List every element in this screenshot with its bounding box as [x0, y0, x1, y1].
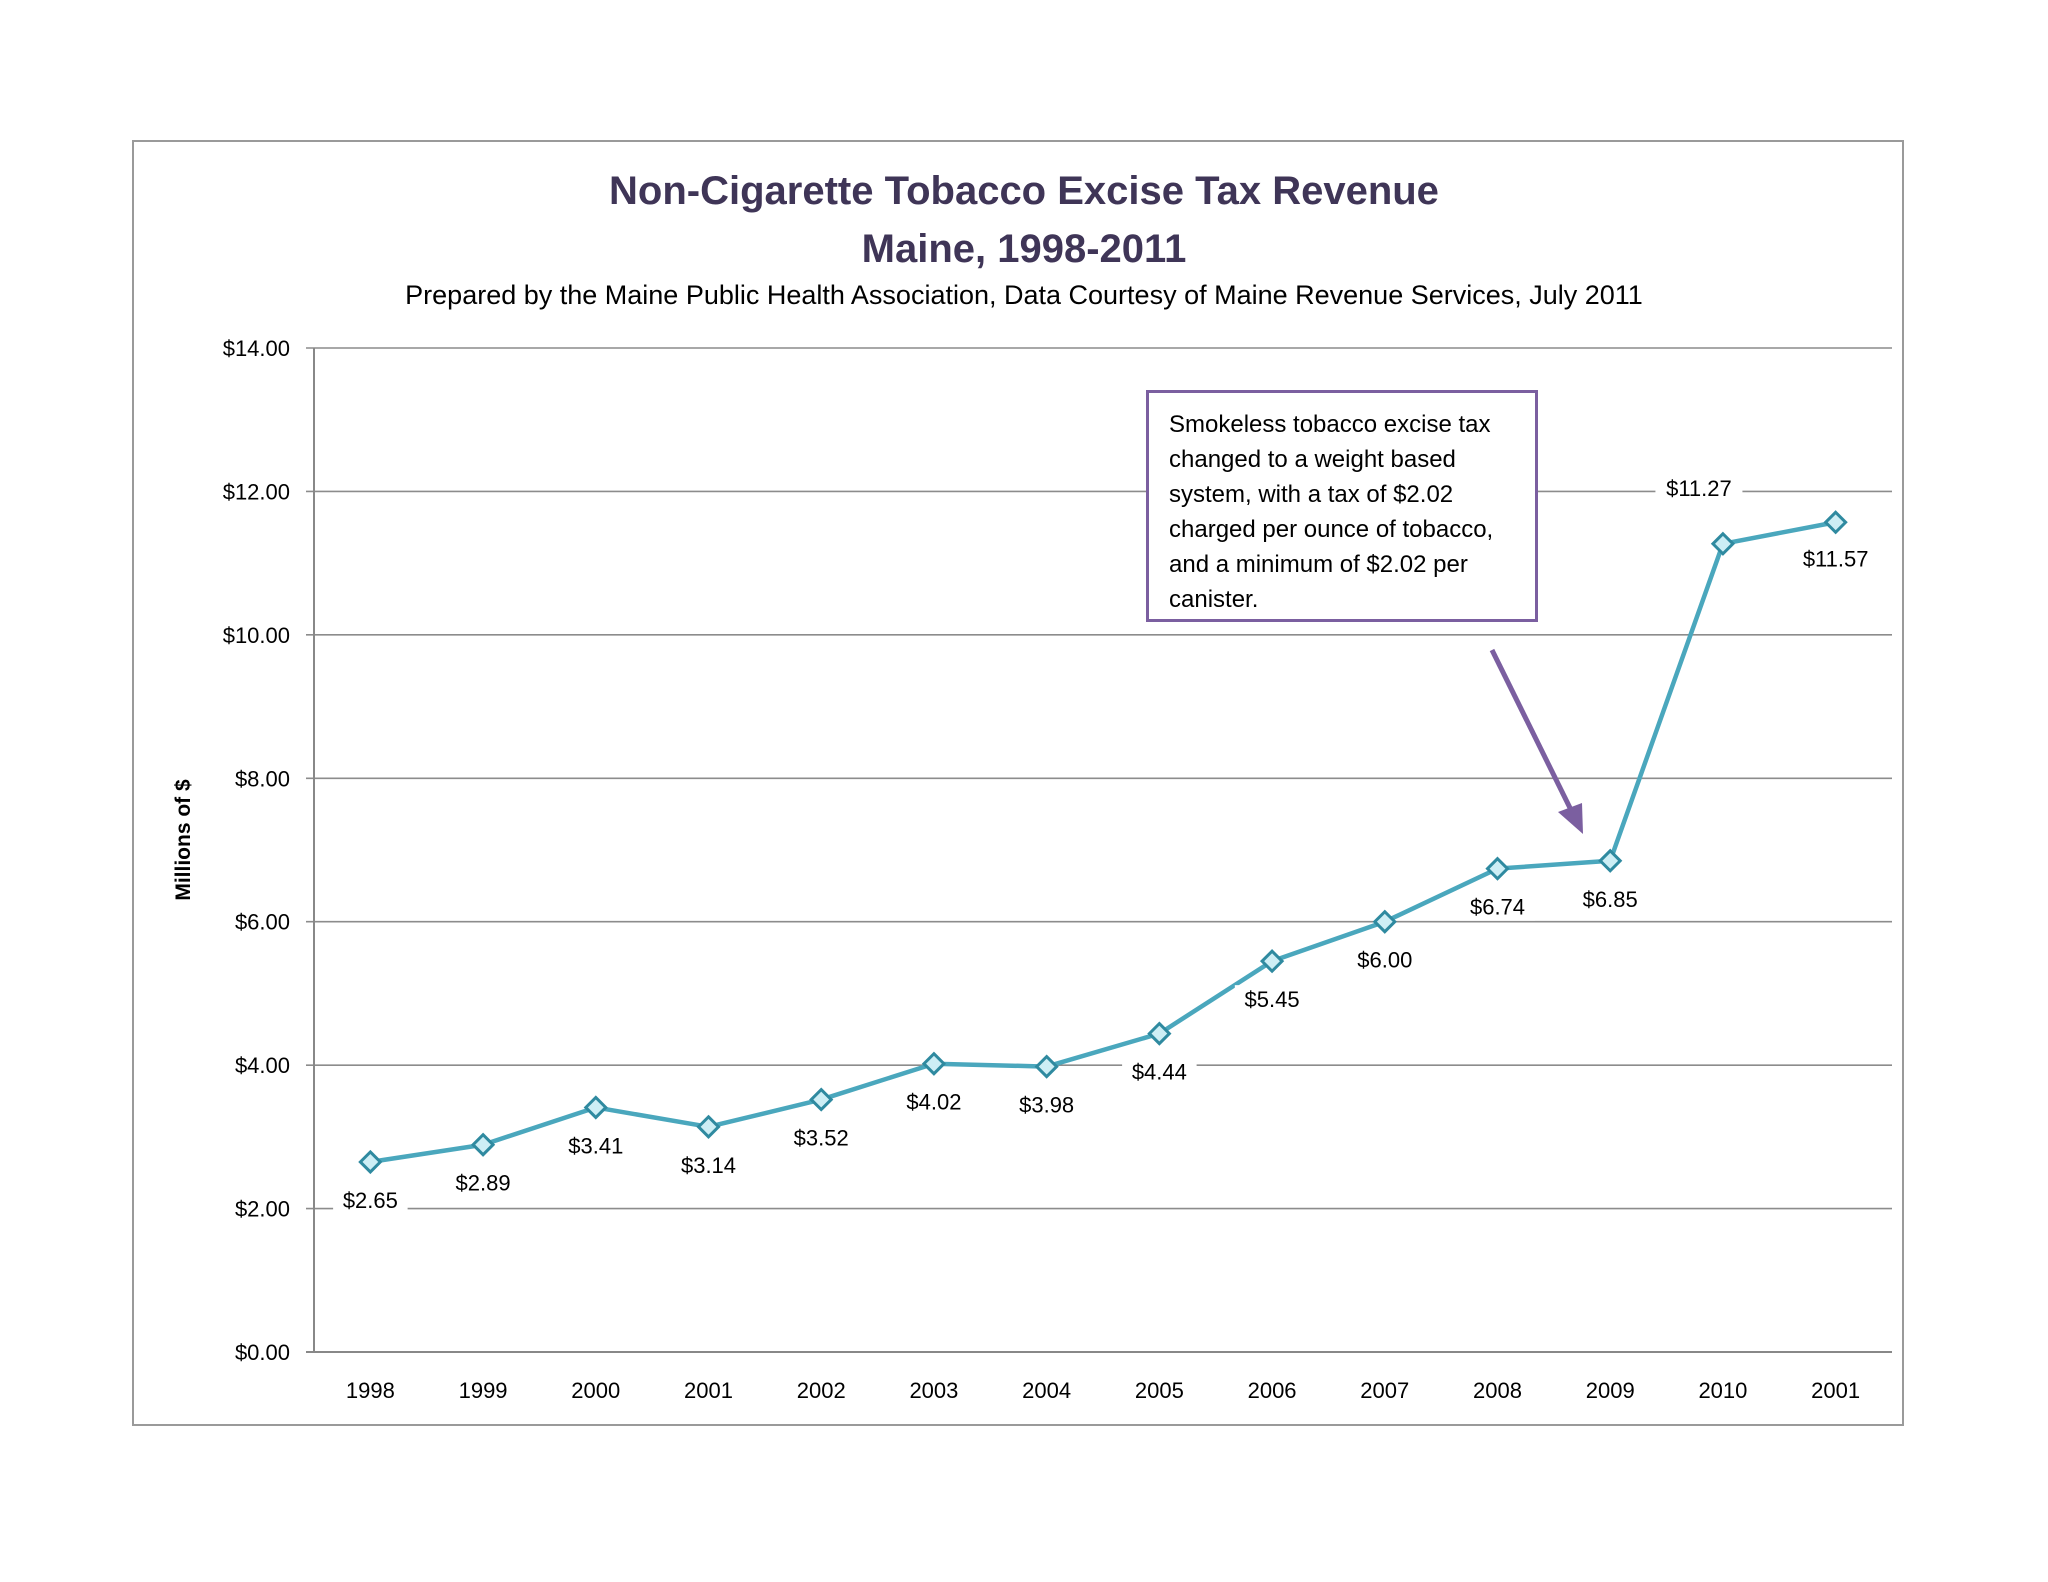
x-tick-label: 2004 — [1022, 1378, 1071, 1403]
data-label: $3.14 — [681, 1153, 736, 1178]
x-tick-label: 1999 — [459, 1378, 508, 1403]
series-line — [370, 520, 1837, 1165]
data-label: $11.57 — [1803, 546, 1869, 571]
x-tick-label: 2008 — [1473, 1378, 1522, 1403]
data-label: $4.44 — [1132, 1060, 1187, 1085]
data-label: $4.02 — [906, 1090, 961, 1115]
data-label-bg — [1792, 544, 1880, 573]
data-label-bg — [1655, 473, 1743, 502]
y-tick-label: $12.00 — [223, 479, 290, 504]
data-label: $11.27 — [1666, 476, 1732, 501]
data-label-bg — [1347, 945, 1423, 974]
data-label-bg — [558, 1131, 634, 1160]
data-point-marker — [1372, 909, 1397, 934]
data-label: $6.85 — [1583, 887, 1638, 912]
annotation-text: Smokeless tobacco excise tax changed to … — [1169, 411, 1494, 613]
data-label: $3.98 — [1019, 1093, 1074, 1118]
data-point-marker — [1710, 531, 1736, 556]
data-point-marker — [1598, 848, 1623, 873]
data-label: $6.00 — [1357, 948, 1412, 973]
data-label: $2.89 — [456, 1171, 511, 1196]
data-label-bg — [783, 1123, 859, 1152]
x-tick-label: 2009 — [1586, 1378, 1635, 1403]
x-tick-label: 2010 — [1698, 1378, 1747, 1403]
annotation-arrow — [1489, 648, 1576, 816]
y-tick-label: $0.00 — [235, 1340, 290, 1365]
x-tick-label: 2000 — [571, 1378, 620, 1403]
data-label-bg — [1572, 884, 1648, 913]
data-label-bg — [333, 1185, 408, 1214]
x-tick-label: 2003 — [909, 1378, 958, 1403]
y-axis-label: Millions of $ — [172, 779, 195, 901]
data-point-marker — [358, 1149, 383, 1175]
annotation-box: Smokeless tobacco excise tax changed to … — [1146, 390, 1538, 622]
chart-title-line2: Maine, 1998-2011 — [862, 227, 1187, 271]
data-point-marker — [1034, 1054, 1059, 1079]
data-label: $3.41 — [568, 1133, 623, 1158]
data-point-marker — [809, 1087, 834, 1112]
data-point-marker — [696, 1114, 721, 1139]
y-tick-label: $10.00 — [223, 623, 290, 648]
y-tick-label: $6.00 — [235, 910, 290, 935]
x-tick-label: 2001 — [1811, 1378, 1860, 1403]
data-label-bg — [671, 1150, 746, 1179]
data-label-bg — [896, 1087, 972, 1116]
chart-frame — [132, 140, 1904, 1426]
data-point-marker — [1485, 856, 1510, 881]
x-tick-label: 2005 — [1135, 1378, 1184, 1403]
x-tick-label: 2006 — [1248, 1378, 1297, 1403]
y-tick-label: $4.00 — [235, 1053, 290, 1078]
data-point-marker — [1259, 949, 1285, 974]
data-point-marker — [583, 1095, 608, 1120]
x-tick-label: 2001 — [684, 1378, 733, 1403]
data-point-marker — [921, 1051, 947, 1076]
data-point-marker — [1147, 1021, 1172, 1046]
data-label-bg — [1122, 1057, 1197, 1086]
data-point-marker — [1823, 510, 1848, 535]
x-tick-label: 2007 — [1360, 1378, 1409, 1403]
y-tick-label: $2.00 — [235, 1197, 290, 1222]
data-point-marker — [470, 1132, 496, 1157]
x-tick-label: 2002 — [797, 1378, 846, 1403]
chart-subtitle: Prepared by the Maine Public Health Asso… — [405, 280, 1643, 310]
data-label: $2.65 — [343, 1188, 398, 1213]
chart-title: Non-Cigarette Tobacco Excise Tax Revenue — [609, 169, 1439, 213]
x-tick-label: 1998 — [346, 1378, 395, 1403]
data-label: $3.52 — [794, 1126, 849, 1151]
data-label-bg — [1009, 1090, 1084, 1119]
y-tick-label: $8.00 — [235, 766, 290, 791]
data-label: $6.74 — [1470, 895, 1525, 920]
data-label: $5.45 — [1245, 987, 1300, 1012]
data-label-bg — [445, 1168, 521, 1197]
annotation-arrowhead — [1558, 803, 1583, 834]
y-tick-label: $14.00 — [223, 336, 290, 361]
data-label-bg — [1234, 985, 1310, 1014]
data-label-bg — [1460, 892, 1535, 921]
